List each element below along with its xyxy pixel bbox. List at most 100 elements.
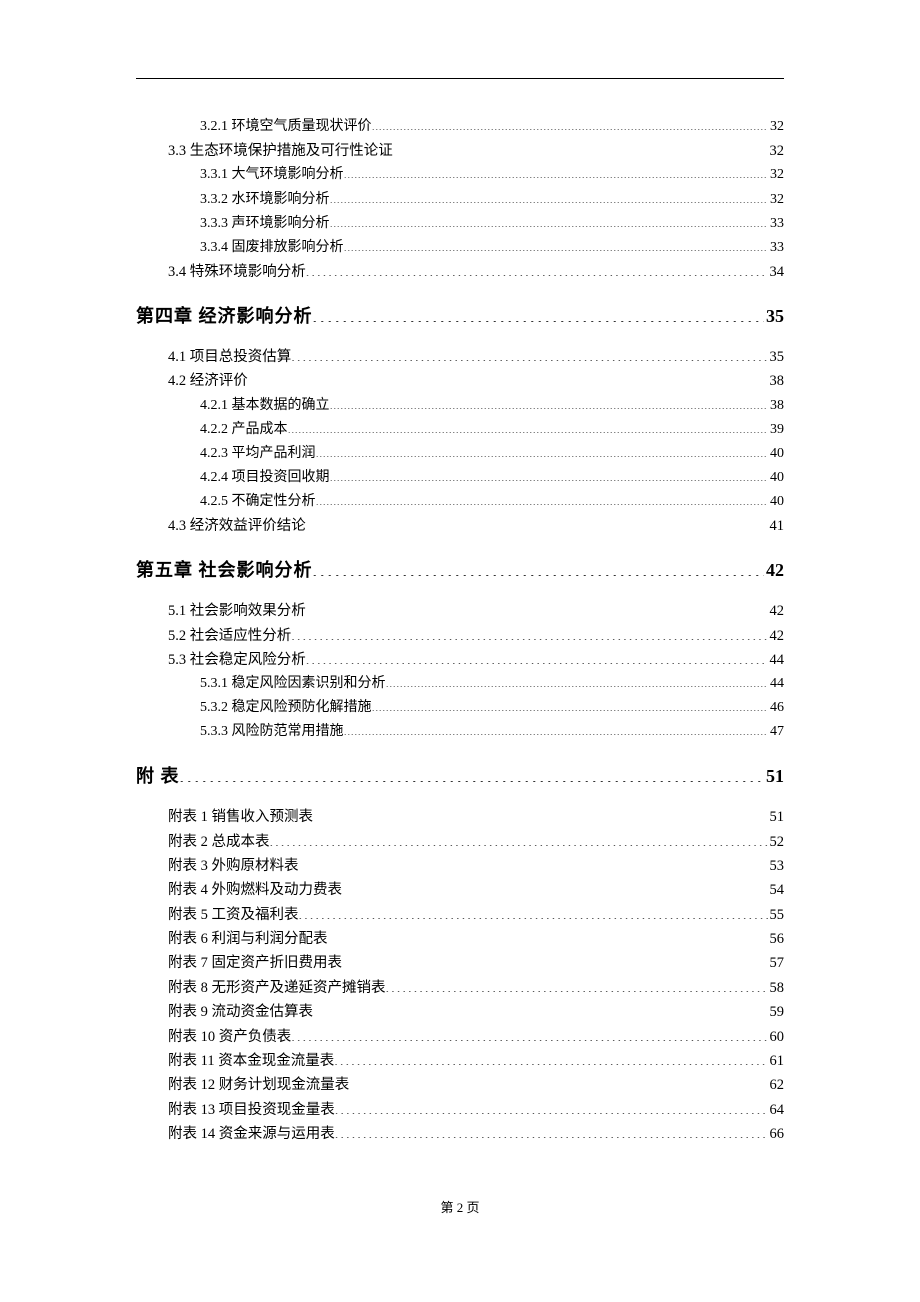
toc-entry-label: 附表 11 资本金现金流量表 [168,1049,334,1073]
toc-entry-page: 58 [768,976,785,1000]
toc-entry-page: 41 [768,514,785,538]
toc-entry-label: 4.1 项目总投资估算 [168,345,291,369]
toc-entry-page: 34 [768,260,785,284]
toc-leader-dots [330,213,769,227]
toc-entry: 5.3.2 稳定风险预防化解措施 46 [200,696,784,720]
toc-leader-dots [386,977,768,992]
toc-entry-label: 第五章 社会影响分析 [136,556,313,585]
toc-entry-label: 5.2 社会适应性分析 [168,624,291,648]
toc-entry-page: 53 [768,854,785,878]
toc-leader-dots [291,346,767,361]
toc-entry-label: 5.3.2 稳定风险预防化解措施 [200,696,372,720]
toc-entry-page: 60 [768,1025,785,1049]
toc-entry-page: 32 [768,188,784,212]
toc-leader-dots [344,237,769,251]
toc-entry-page: 56 [768,927,785,951]
toc-entry-page: 40 [768,442,784,466]
toc-leader-dots [386,673,769,687]
toc-entry: 附表 13 项目投资现金量表64 [168,1098,784,1122]
toc-entry: 第五章 社会影响分析 42 [136,556,784,585]
toc-entry: 3.3.4 固废排放影响分析 33 [200,236,784,260]
toc-entry: 4.2.2 产品成本39 [200,418,784,442]
toc-leader-dots [291,1026,767,1041]
toc-leader-dots [313,1002,768,1017]
toc-entry-label: 附表 12 财务计划现金流量表 [168,1073,349,1097]
toc-entry-label: 4.2.1 基本数据的确立 [200,394,330,418]
toc-entry-label: 3.3.1 大气环境影响分析 [200,163,344,187]
toc-leader-dots [342,953,768,968]
toc-entry: 3.3.3 声环境影响分析 33 [200,212,784,236]
toc-entry-label: 5.3.3 风险防范常用措施 [200,720,344,744]
toc-entry: 5.1 社会影响效果分析42 [168,599,784,623]
toc-entry-label: 5.3.1 稳定风险因素识别和分析 [200,672,386,696]
toc-leader-dots [393,141,768,156]
toc-leader-dots [299,856,768,871]
toc-entry: 4.2.3 平均产品利润 40 [200,442,784,466]
toc-entry: 5.2 社会适应性分析42 [168,624,784,648]
toc-entry: 附表 9 流动资金估算表59 [168,1000,784,1024]
toc-entry-label: 4.3 经济效益评价结论 [168,514,306,538]
toc-entry-label: 附表 8 无形资产及递延资产摊销表 [168,976,386,1000]
toc-entry: 3.2.1 环境空气质量现状评价32 [200,115,784,139]
toc-entry-page: 42 [764,556,784,585]
toc-entry: 附表 11 资本金现金流量表61 [168,1049,784,1073]
toc-entry: 3.3.2 水环境影响分析32 [200,188,784,212]
toc-entry-label: 附 表 [136,762,180,791]
toc-entry-page: 32 [768,115,784,139]
toc-entry-label: 第四章 经济影响分析 [136,302,313,331]
table-of-contents: 3.2.1 环境空气质量现状评价323.3 生态环境保护措施及可行性论证323.… [136,115,784,1146]
toc-leader-dots [344,164,769,178]
toc-entry-page: 39 [768,418,784,442]
toc-entry-label: 4.2.4 项目投资回收期 [200,466,330,490]
page-footer: 第 2 页 [0,1197,920,1216]
toc-entry: 附表 1 销售收入预测表51 [168,805,784,829]
toc-entry-page: 40 [768,490,784,514]
toc-entry-label: 附表 4 外购燃料及动力费表 [168,878,342,902]
toc-entry-page: 32 [768,163,784,187]
toc-leader-dots [270,831,768,846]
toc-entry: 附表 8 无形资产及递延资产摊销表 58 [168,976,784,1000]
toc-entry: 附表 6 利润与利润分配表 56 [168,927,784,951]
toc-leader-dots [306,261,768,276]
toc-entry-page: 54 [768,878,785,902]
toc-entry-page: 47 [768,720,784,744]
toc-entry-label: 附表 14 资金来源与运用表 [168,1122,335,1146]
toc-leader-dots [306,649,768,664]
toc-entry: 5.3 社会稳定风险分析44 [168,648,784,672]
toc-entry-label: 5.3 社会稳定风险分析 [168,648,306,672]
toc-entry-label: 4.2.3 平均产品利润 [200,442,316,466]
toc-entry: 附表 14 资金来源与运用表 66 [168,1122,784,1146]
toc-entry: 附表 7 固定资产折旧费用表57 [168,951,784,975]
toc-entry-label: 附表 10 资产负债表 [168,1025,291,1049]
toc-entry: 4.3 经济效益评价结论 41 [168,514,784,538]
toc-entry-label: 4.2 经济评价 [168,369,248,393]
toc-entry: 4.2.5 不确定性分析40 [200,490,784,514]
toc-entry-page: 38 [768,369,785,393]
toc-entry: 附表 2 总成本表52 [168,830,784,854]
toc-leader-dots [330,189,769,203]
toc-entry: 附表 5 工资及福利表55 [168,903,784,927]
toc-entry-label: 附表 6 利润与利润分配表 [168,927,328,951]
toc-entry: 3.4 特殊环境影响分析34 [168,260,784,284]
toc-entry-label: 附表 13 项目投资现金量表 [168,1098,335,1122]
toc-entry-page: 59 [768,1000,785,1024]
toc-entry-label: 3.3.4 固废排放影响分析 [200,236,344,260]
toc-entry-page: 66 [768,1122,785,1146]
toc-leader-dots [313,304,765,322]
page-number: 第 2 页 [440,1200,479,1215]
toc-entry-page: 33 [768,212,784,236]
toc-entry-label: 附表 2 总成本表 [168,830,270,854]
toc-leader-dots [344,721,769,735]
toc-entry-label: 3.3.3 声环境影响分析 [200,212,330,236]
toc-entry-page: 57 [768,951,785,975]
toc-entry-label: 附表 1 销售收入预测表 [168,805,313,829]
toc-entry: 附 表51 [136,762,784,791]
toc-leader-dots [306,601,768,616]
toc-entry-page: 46 [768,696,784,720]
toc-leader-dots [372,116,769,130]
toc-entry-page: 33 [768,236,784,260]
toc-leader-dots [335,1123,768,1138]
toc-leader-dots [306,516,768,531]
toc-entry-label: 3.3 生态环境保护措施及可行性论证 [168,139,393,163]
toc-entry: 3.3.1 大气环境影响分析 32 [200,163,784,187]
